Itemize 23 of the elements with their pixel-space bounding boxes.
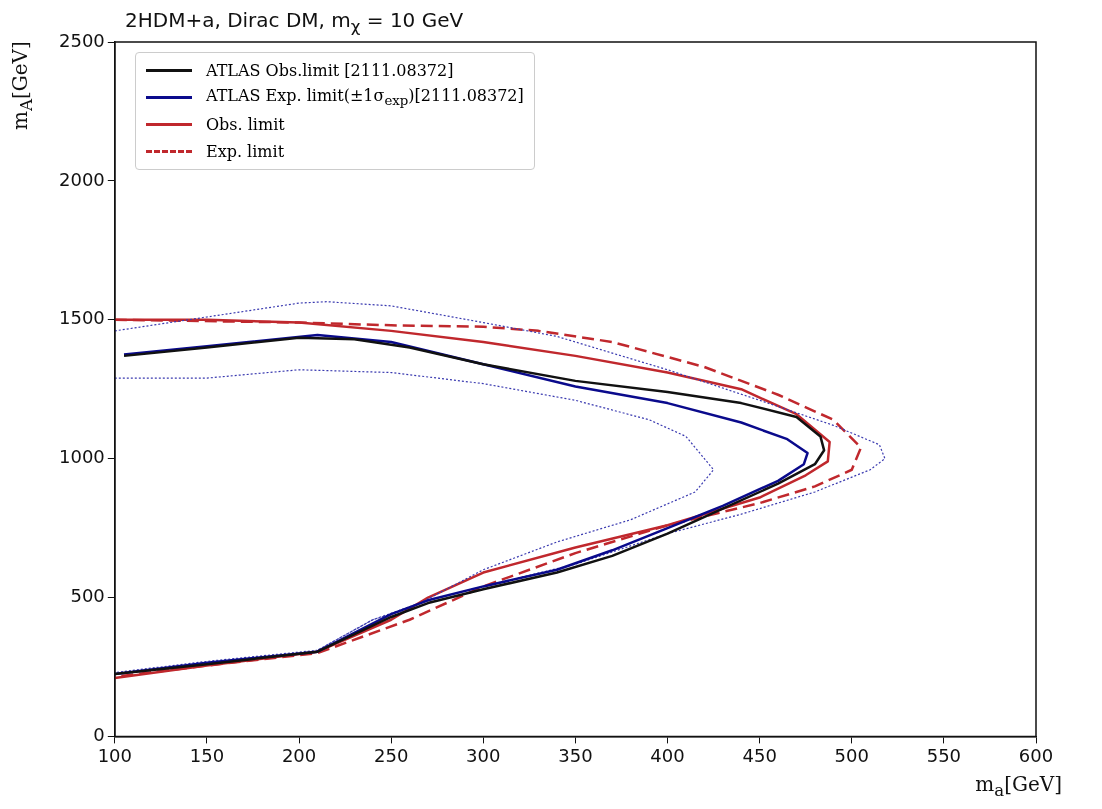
legend-label: Exp. limit <box>206 142 285 161</box>
legend-label: ATLAS Exp. limit(±1σ$_{exp}$)[2111.08372] <box>206 86 524 109</box>
y-tick-label: 2000 <box>59 168 105 190</box>
chart-title: 2HDM+a, Dirac DM, m$_{χ}$ = 10 GeV <box>125 8 464 36</box>
y-tick-label: 500 <box>70 585 105 607</box>
x-tick-label: 400 <box>650 744 685 766</box>
x-tick-label: 350 <box>558 744 593 766</box>
x-tick-label: 550 <box>926 744 962 766</box>
legend-label: Obs. limit <box>206 115 285 134</box>
y-tick-label: 1500 <box>59 307 105 329</box>
x-tick-label: 100 <box>97 744 132 766</box>
x-tick-label: 300 <box>466 744 501 766</box>
x-tick-label: 200 <box>281 744 317 766</box>
legend-label: ATLAS Obs.limit [2111.08372] <box>206 61 454 80</box>
x-tick-label: 450 <box>742 744 777 766</box>
x-tick-label: 500 <box>834 744 869 766</box>
x-tick-label: 600 <box>1018 744 1054 766</box>
x-tick-label: 150 <box>189 744 225 766</box>
x-tick-label: 250 <box>373 744 409 766</box>
x-axis-title: m$_{a}$[GeV] <box>975 772 1062 800</box>
y-tick-label: 2500 <box>59 29 105 51</box>
y-tick-label: 0 <box>93 724 105 746</box>
y-tick-label: 1000 <box>59 446 105 468</box>
